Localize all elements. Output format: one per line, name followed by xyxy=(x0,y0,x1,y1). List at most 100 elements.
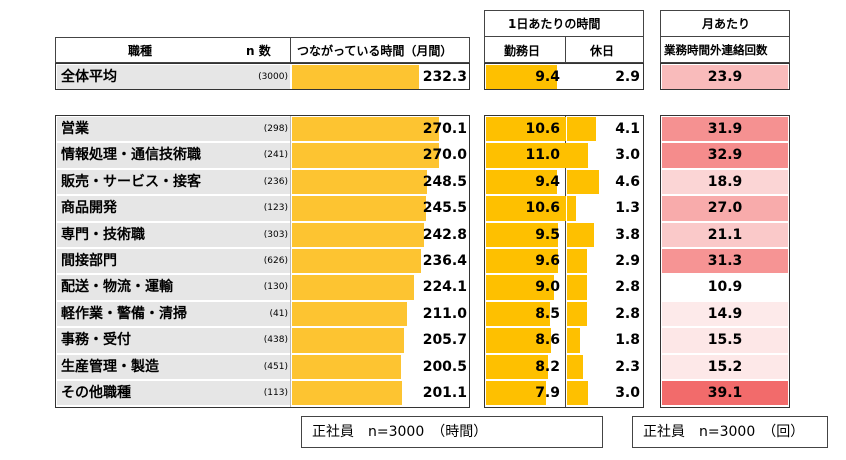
contacts-cell xyxy=(662,143,788,168)
holiday-value: 3.0 xyxy=(615,147,640,164)
holiday-bar xyxy=(567,196,577,221)
holiday-bar xyxy=(567,301,587,327)
overall-n: (3000) xyxy=(258,72,288,82)
overall-holiday-value: 2.9 xyxy=(615,69,640,85)
contacts-value: 15.5 xyxy=(707,332,743,349)
holiday-value: 2.8 xyxy=(615,305,640,322)
header-connected: つながっている時間（月間） xyxy=(297,44,453,58)
table-row: 間接部門 (626) 236.4 9.6 2.9 31.3 xyxy=(0,248,846,274)
header-divider xyxy=(660,36,790,37)
contacts-cell xyxy=(662,275,788,300)
monthly-bar xyxy=(292,143,440,168)
holiday-bar xyxy=(567,143,588,168)
holiday-bar xyxy=(567,249,588,274)
overall-row: 全体平均 (3000) 232.3 9.4 2.9 23.9 xyxy=(0,64,846,90)
holiday-bar xyxy=(567,117,596,142)
contacts-value: 18.9 xyxy=(707,173,743,190)
holiday-value: 2.9 xyxy=(615,253,640,269)
row-label: その他職種 xyxy=(61,385,131,401)
workday-value: 11.0 xyxy=(525,147,560,164)
row-label: 営業 xyxy=(61,121,89,137)
row-n: (241) xyxy=(263,150,288,161)
holiday-value: 4.6 xyxy=(615,173,640,190)
header-contact-count: 業務時間外連絡回数 xyxy=(664,43,768,57)
contacts-cell xyxy=(662,169,788,195)
contacts-value: 10.9 xyxy=(707,279,743,296)
row-label: 専門・技術職 xyxy=(61,226,145,243)
header-per-day: 1日あたりの時間 xyxy=(508,17,601,31)
contacts-cell xyxy=(662,196,788,221)
monthly-value: 270.1 xyxy=(422,121,467,137)
workday-value: 8.6 xyxy=(535,332,560,349)
monthly-bar xyxy=(292,222,425,247)
table-frame-main xyxy=(55,115,470,408)
row-n: (438) xyxy=(263,335,288,346)
holiday-bar xyxy=(567,354,584,379)
monthly-bar xyxy=(292,196,426,221)
row-label: 情報処理・通信技術職 xyxy=(61,147,201,164)
contacts-cell xyxy=(662,381,788,406)
workday-value: 8.5 xyxy=(535,305,560,322)
row-label: 商品開発 xyxy=(61,200,117,217)
monthly-value: 200.5 xyxy=(422,358,467,375)
header-divider xyxy=(484,36,644,37)
overall-workday-bar xyxy=(486,65,557,90)
workday-bar xyxy=(486,117,567,142)
workday-value: 9.0 xyxy=(535,279,560,296)
holiday-value: 3.8 xyxy=(615,226,640,243)
monthly-bar xyxy=(292,354,402,379)
row-stripe xyxy=(57,196,290,221)
overall-frame-month xyxy=(660,63,790,90)
header-per-month: 月あたり xyxy=(702,17,751,31)
header-holiday: 休日 xyxy=(590,44,615,58)
header-n: n 数 xyxy=(246,44,271,58)
row-label: 配送・物流・運輸 xyxy=(61,279,173,296)
workday-value: 9.5 xyxy=(535,226,560,243)
holiday-bar xyxy=(567,222,594,247)
row-stripe xyxy=(57,222,290,247)
table-row: 生産管理・製造 (451) 200.5 8.2 2.3 15.2 xyxy=(0,354,846,380)
monthly-value: 248.5 xyxy=(422,173,467,190)
holiday-value: 4.1 xyxy=(615,121,640,137)
workday-value: 7.9 xyxy=(535,385,560,401)
contacts-cell xyxy=(662,354,788,379)
overall-monthly-bar xyxy=(292,65,419,90)
holiday-value: 1.3 xyxy=(615,200,640,217)
workday-bar xyxy=(486,275,554,300)
workday-bar xyxy=(486,169,557,195)
overall-stripe xyxy=(57,65,290,90)
monthly-bar xyxy=(292,117,440,142)
row-n: (130) xyxy=(263,282,288,293)
row-stripe xyxy=(57,249,290,274)
workday-bar xyxy=(486,196,567,221)
contacts-value: 31.9 xyxy=(707,121,743,137)
workday-value: 10.6 xyxy=(525,121,560,137)
row-label: 間接部門 xyxy=(61,253,117,269)
note-hours: 正社員 n=3000 （時間） xyxy=(301,416,603,448)
monthly-bar xyxy=(292,249,421,274)
row-stripe xyxy=(57,169,290,195)
contacts-value: 27.0 xyxy=(707,200,743,217)
row-stripe xyxy=(57,301,290,327)
row-n: (123) xyxy=(263,203,288,214)
overall-label: 全体平均 xyxy=(61,69,117,85)
row-label: 事務・受付 xyxy=(61,332,131,349)
row-n: (303) xyxy=(263,229,288,240)
monthly-value: 270.0 xyxy=(422,147,467,164)
monthly-value: 236.4 xyxy=(422,253,467,269)
row-n: (41) xyxy=(269,308,288,319)
row-stripe xyxy=(57,117,290,142)
row-stripe xyxy=(57,354,290,379)
contacts-value: 14.9 xyxy=(707,305,743,322)
holiday-bar xyxy=(567,275,587,300)
row-n: (236) xyxy=(263,176,288,187)
monthly-value: 224.1 xyxy=(422,279,467,296)
table-frame-month xyxy=(660,115,790,408)
row-n: (451) xyxy=(263,361,288,372)
table-divider-main xyxy=(290,116,291,407)
contacts-cell xyxy=(662,222,788,247)
table-row: 専門・技術職 (303) 242.8 9.5 3.8 21.1 xyxy=(0,222,846,248)
row-label: 販売・サービス・接客 xyxy=(61,173,201,190)
note-count: 正社員 n=3000 （回） xyxy=(632,416,828,448)
monthly-bar xyxy=(292,328,405,353)
